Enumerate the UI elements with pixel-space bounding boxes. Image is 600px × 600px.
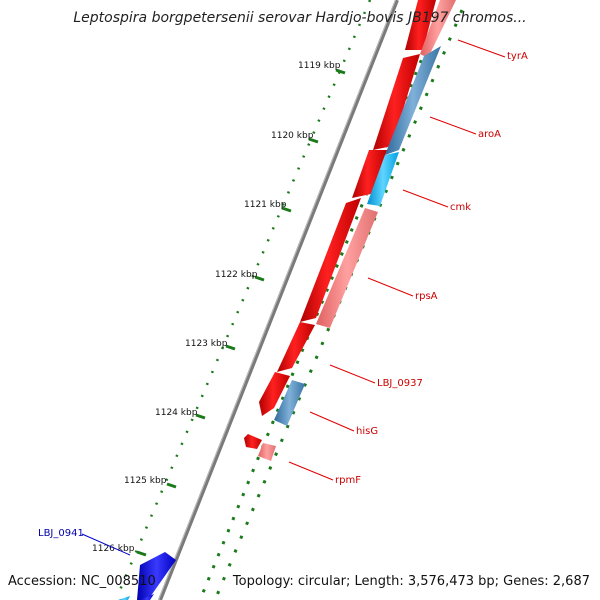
backbone-highlight bbox=[158, 0, 396, 600]
leader-rpsA bbox=[367, 277, 414, 297]
leader-aroA bbox=[429, 116, 477, 135]
gene-LBJ-0937[interactable] bbox=[277, 322, 315, 372]
gene-cmk[interactable] bbox=[352, 150, 387, 198]
gene-LBJ-0941[interactable] bbox=[137, 552, 176, 600]
tick-1122 bbox=[254, 275, 265, 282]
leader-tyrA bbox=[457, 39, 506, 58]
leader-rpmF bbox=[288, 461, 334, 481]
leader-LBJ-0941 bbox=[81, 533, 131, 556]
gene-cmk-reverse[interactable] bbox=[367, 152, 399, 206]
tick-label: 1120 kbp bbox=[271, 131, 314, 141]
tick-1125 bbox=[166, 482, 177, 489]
tick-1124 bbox=[195, 413, 206, 420]
gene-rpmF[interactable] bbox=[244, 434, 262, 449]
tick-1119 bbox=[335, 68, 346, 75]
tick-label: 1126 kbp bbox=[92, 544, 135, 554]
gene-LBJ-0941-partner-dark[interactable] bbox=[140, 594, 154, 600]
gene-rpsA[interactable] bbox=[300, 198, 361, 322]
gene-tyrA-reverse[interactable] bbox=[420, 0, 456, 58]
gene-label-LBJ-0941[interactable]: LBJ_0941 bbox=[38, 528, 84, 539]
gene-label-rpmF[interactable]: rpmF bbox=[335, 475, 361, 486]
backbone-circle bbox=[158, 0, 399, 600]
gene-aroA[interactable] bbox=[373, 54, 420, 150]
gene-label-cmk[interactable]: cmk bbox=[450, 202, 471, 213]
gene-aroA-reverse[interactable] bbox=[385, 46, 441, 155]
leader-cmk bbox=[402, 189, 449, 208]
tick-marks bbox=[136, 68, 346, 557]
leader-hisG bbox=[309, 411, 355, 432]
tick-label: 1124 kbp bbox=[155, 408, 198, 418]
gene-labels: tyrA aroA cmk rpsA LBJ_0937 hisG rpmF LB… bbox=[38, 51, 528, 539]
leader-lines bbox=[81, 39, 506, 556]
tick-1123 bbox=[225, 344, 236, 351]
gc-content-track bbox=[118, 0, 372, 591]
tick-1121 bbox=[281, 206, 292, 213]
tick-label: 1123 kbp bbox=[185, 339, 228, 349]
gene-tyrA[interactable] bbox=[405, 0, 436, 50]
topology-text: Topology: circular; Length: 3,576,473 bp… bbox=[232, 574, 590, 589]
tick-labels: 1119 kbp 1120 kbp 1121 kbp 1122 kbp 1123… bbox=[92, 61, 341, 554]
tick-1126 bbox=[136, 550, 147, 557]
tick-1120 bbox=[308, 137, 319, 144]
gene-label-aroA[interactable]: aroA bbox=[478, 129, 501, 140]
map-title: Leptospira borgpetersenii serovar Hardjo… bbox=[73, 10, 527, 26]
tick-label: 1121 kbp bbox=[244, 200, 287, 210]
leader-LBJ-0937 bbox=[329, 364, 376, 384]
gc-skew-track-outer bbox=[198, 0, 448, 600]
gene-hisG[interactable] bbox=[259, 372, 290, 416]
gene-label-hisG[interactable]: hisG bbox=[356, 426, 378, 437]
tick-label: 1125 kbp bbox=[124, 476, 167, 486]
gene-rpmF-reverse[interactable] bbox=[258, 443, 276, 461]
gene-LBJ-0937-reverse[interactable] bbox=[274, 380, 305, 426]
gene-label-LBJ-0937[interactable]: LBJ_0937 bbox=[377, 378, 423, 389]
accession-text: Accession: NC_008510 bbox=[8, 574, 156, 589]
forward-strand-genes bbox=[244, 0, 436, 449]
gene-label-tyrA[interactable]: tyrA bbox=[507, 51, 528, 62]
gene-rpsA-reverse[interactable] bbox=[316, 208, 378, 328]
gene-label-rpsA[interactable]: rpsA bbox=[415, 291, 438, 302]
tick-label: 1119 kbp bbox=[298, 61, 341, 71]
gc-skew-track-inner bbox=[213, 9, 464, 600]
reverse-strand-genes bbox=[118, 0, 456, 600]
tick-label: 1122 kbp bbox=[215, 270, 258, 280]
gene-LBJ-0941-partner[interactable] bbox=[118, 596, 130, 600]
